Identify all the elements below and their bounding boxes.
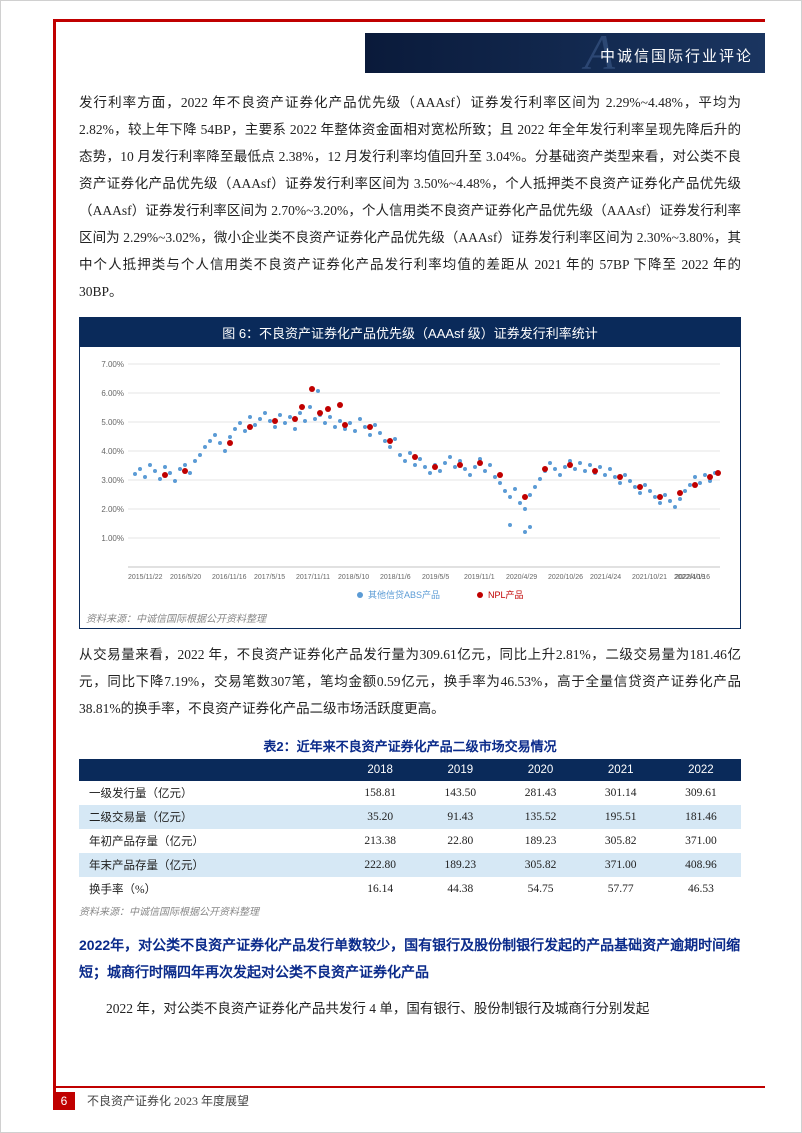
table-row: 年末产品存量（亿元）222.80189.23305.82371.00408.96 bbox=[79, 853, 741, 877]
footer-rule bbox=[53, 1086, 765, 1088]
table-cell: 281.43 bbox=[500, 781, 580, 805]
paragraph-1: 发行利率方面，2022 年不良资产证券化产品优先级（AAAsf）证券发行利率区间… bbox=[79, 89, 741, 305]
table-cell: 54.75 bbox=[500, 877, 580, 901]
table-cell: 189.23 bbox=[420, 853, 500, 877]
svg-text:2020/10/26: 2020/10/26 bbox=[548, 574, 583, 581]
paragraph-3: 2022 年，对公类不良资产证券化产品共发行 4 单，国有银行、股份制银行及城商… bbox=[79, 995, 741, 1022]
svg-text:其他信贷ABS产品: 其他信贷ABS产品 bbox=[368, 589, 440, 600]
footer: 6 不良资产证券化 2023 年度展望 bbox=[53, 1086, 765, 1110]
col-2022: 2022 bbox=[661, 759, 741, 781]
svg-text:7.00%: 7.00% bbox=[101, 360, 124, 369]
table-cell: 195.51 bbox=[581, 805, 661, 829]
chart-source: 资料来源：中诚信国际根据公开资料整理 bbox=[80, 607, 740, 628]
table-row: 二级交易量（亿元）35.2091.43135.52195.51181.46 bbox=[79, 805, 741, 829]
table-cell: 换手率（%） bbox=[79, 877, 340, 901]
table-row: 一级发行量（亿元）158.81143.50281.43301.14309.61 bbox=[79, 781, 741, 805]
table-cell: 158.81 bbox=[340, 781, 420, 805]
svg-text:2017/5/15: 2017/5/15 bbox=[254, 574, 285, 581]
svg-text:2016/5/20: 2016/5/20 bbox=[170, 574, 201, 581]
chart-figure-6: 图 6：不良资产证券化产品优先级（AAAsf 级）证券发行利率统计 1.00% … bbox=[79, 317, 741, 629]
table-row: 年初产品存量（亿元）213.3822.80189.23305.82371.00 bbox=[79, 829, 741, 853]
chart-title: 图 6：不良资产证券化产品优先级（AAAsf 级）证券发行利率统计 bbox=[80, 318, 740, 347]
table-cell: 年末产品存量（亿元） bbox=[79, 853, 340, 877]
page-top-border bbox=[53, 19, 765, 22]
table-cell: 35.20 bbox=[340, 805, 420, 829]
col-blank bbox=[79, 759, 340, 781]
svg-text:5.00%: 5.00% bbox=[101, 418, 124, 427]
table-cell: 一级发行量（亿元） bbox=[79, 781, 340, 805]
table-cell: 309.61 bbox=[661, 781, 741, 805]
svg-text:2019/11/1: 2019/11/1 bbox=[464, 574, 495, 581]
table-2: 2018 2019 2020 2021 2022 一级发行量（亿元）158.81… bbox=[79, 759, 741, 901]
scatter-plot: 1.00% 2.00% 3.00% 4.00% 5.00% 6.00% 7.00… bbox=[80, 347, 740, 607]
table-row: 换手率（%）16.1444.3854.7557.7746.53 bbox=[79, 877, 741, 901]
page-number: 6 bbox=[53, 1092, 75, 1110]
table-cell: 371.00 bbox=[661, 829, 741, 853]
svg-text:2020/4/29: 2020/4/29 bbox=[506, 574, 537, 581]
table-cell: 305.82 bbox=[500, 853, 580, 877]
paragraph-2: 从交易量来看，2022 年，不良资产证券化产品发行量为309.61亿元，同比上升… bbox=[79, 641, 741, 722]
header-band: A 中诚信国际行业评论 bbox=[365, 33, 765, 73]
table-cell: 301.14 bbox=[581, 781, 661, 805]
svg-text:2017/11/11: 2017/11/11 bbox=[296, 574, 330, 581]
table-cell: 213.38 bbox=[340, 829, 420, 853]
page-left-border bbox=[53, 19, 56, 1092]
table-cell: 408.96 bbox=[661, 853, 741, 877]
svg-text:NPL产品: NPL产品 bbox=[488, 589, 524, 600]
svg-text:4.00%: 4.00% bbox=[101, 447, 124, 456]
svg-text:3.00%: 3.00% bbox=[101, 476, 124, 485]
svg-text:2016/11/16: 2016/11/16 bbox=[212, 574, 247, 581]
table-cell: 二级交易量（亿元） bbox=[79, 805, 340, 829]
svg-text:2021/10/21: 2021/10/21 bbox=[632, 574, 667, 581]
table-title: 表2：近年来不良资产证券化产品二级市场交易情况 bbox=[79, 736, 741, 755]
table-cell: 143.50 bbox=[420, 781, 500, 805]
table-cell: 46.53 bbox=[661, 877, 741, 901]
table-cell: 181.46 bbox=[661, 805, 741, 829]
svg-text:2015/11/22: 2015/11/22 bbox=[128, 574, 163, 581]
table-cell: 371.00 bbox=[581, 853, 661, 877]
section-heading: 2022年，对公类不良资产证券化产品发行单数较少，国有银行及股份制银行发起的产品… bbox=[79, 932, 741, 985]
table-cell: 年初产品存量（亿元） bbox=[79, 829, 340, 853]
table-cell: 189.23 bbox=[500, 829, 580, 853]
table-cell: 91.43 bbox=[420, 805, 500, 829]
table-cell: 44.38 bbox=[420, 877, 500, 901]
table-cell: 135.52 bbox=[500, 805, 580, 829]
svg-text:2018/11/6: 2018/11/6 bbox=[380, 574, 411, 581]
table-source: 资料来源：中诚信国际根据公开资料整理 bbox=[79, 903, 741, 918]
col-2018: 2018 bbox=[340, 759, 420, 781]
table-cell: 22.80 bbox=[420, 829, 500, 853]
table-cell: 305.82 bbox=[581, 829, 661, 853]
table-cell: 222.80 bbox=[340, 853, 420, 877]
table-cell: 57.77 bbox=[581, 877, 661, 901]
table-header-row: 2018 2019 2020 2021 2022 bbox=[79, 759, 741, 781]
svg-text:2021/4/24: 2021/4/24 bbox=[590, 574, 621, 581]
footer-text: 不良资产证券化 2023 年度展望 bbox=[87, 1092, 249, 1110]
header-title: 中诚信国际行业评论 bbox=[600, 45, 753, 66]
col-2019: 2019 bbox=[420, 759, 500, 781]
col-2020: 2020 bbox=[500, 759, 580, 781]
svg-text:2019/5/5: 2019/5/5 bbox=[422, 574, 449, 581]
svg-text:2.00%: 2.00% bbox=[101, 505, 124, 514]
svg-text:6.00%: 6.00% bbox=[101, 389, 124, 398]
table-cell: 16.14 bbox=[340, 877, 420, 901]
svg-text:2018/5/10: 2018/5/10 bbox=[338, 574, 369, 581]
col-2021: 2021 bbox=[581, 759, 661, 781]
content-area: 发行利率方面，2022 年不良资产证券化产品优先级（AAAsf）证券发行利率区间… bbox=[79, 89, 741, 1022]
svg-text:2022/10/16: 2022/10/16 bbox=[675, 574, 710, 581]
svg-text:1.00%: 1.00% bbox=[101, 534, 124, 543]
table-body: 一级发行量（亿元）158.81143.50281.43301.14309.61二… bbox=[79, 781, 741, 901]
